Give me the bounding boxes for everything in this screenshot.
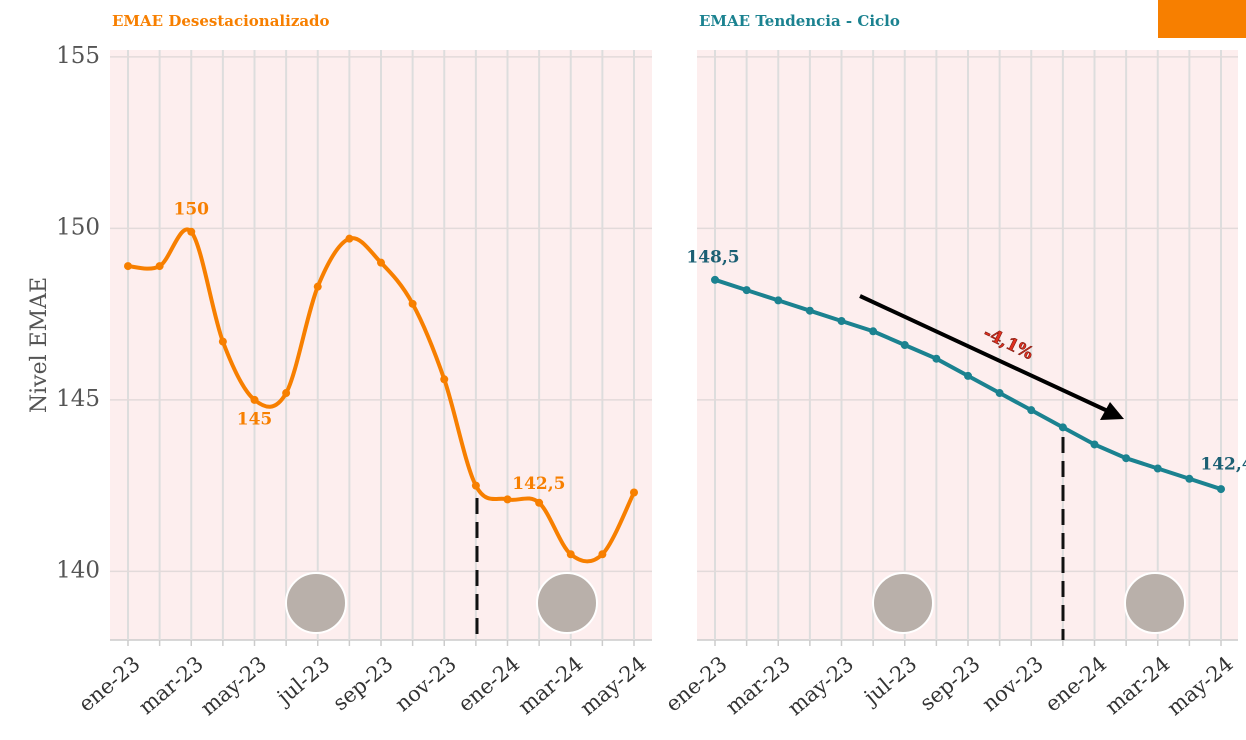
data-point	[711, 276, 719, 284]
x-tick-label: nov-23	[978, 652, 1048, 717]
x-tick-label: mar-23	[134, 652, 208, 719]
data-point	[806, 307, 814, 315]
x-tick-label: ene-24	[1041, 652, 1112, 717]
data-point	[598, 550, 606, 558]
data-point	[964, 372, 972, 380]
x-tick-label: mar-23	[721, 652, 795, 719]
x-tick-label: ene-23	[661, 652, 732, 717]
data-point	[504, 495, 512, 503]
value-label: 150	[174, 199, 210, 219]
data-point	[535, 499, 543, 507]
data-point	[409, 300, 417, 308]
data-point	[377, 259, 385, 267]
chart: EMAE Desestacionalizado 140 145 150 155 Nivel…	[0, 0, 1246, 736]
x-tick-label: mar-24	[514, 652, 588, 719]
y-tick-label: 145	[56, 386, 100, 412]
data-point	[901, 341, 909, 349]
value-label: 142,4	[1200, 455, 1246, 475]
value-label: 148,5	[686, 247, 739, 267]
data-point	[1027, 406, 1035, 414]
x-tick-label: may-23	[783, 652, 858, 721]
data-point	[869, 327, 877, 335]
x-tick-label: may-23	[196, 652, 271, 721]
x-tick-label: mar-24	[1101, 652, 1175, 719]
x-tick-label: may-24	[1162, 652, 1237, 721]
data-point	[219, 338, 227, 346]
panel-title: EMAE Desestacionalizado	[112, 12, 330, 30]
data-point	[630, 489, 638, 497]
data-point	[567, 550, 575, 558]
y-axis-label: Nivel EMAE	[27, 277, 52, 413]
y-tick-label: 150	[56, 214, 100, 240]
data-point	[345, 235, 353, 243]
x-tick-label: nov-23	[391, 652, 461, 717]
data-point	[743, 286, 751, 294]
panel: EMAE Tendencia - Ciclo ene-23mar-23may-23…	[661, 12, 1246, 720]
data-point	[996, 389, 1004, 397]
data-point	[156, 262, 164, 270]
data-point	[314, 283, 322, 291]
x-tick-label: jul-23	[857, 652, 921, 711]
panel-title: EMAE Tendencia - Ciclo	[699, 12, 900, 30]
data-point	[774, 296, 782, 304]
panel: EMAE Desestacionalizado 140 145 150 155 Nivel…	[27, 12, 652, 720]
data-point	[251, 396, 259, 404]
x-tick-label: ene-24	[454, 652, 525, 717]
data-point	[282, 389, 290, 397]
x-tick-label: sep-23	[328, 652, 397, 716]
data-point	[1217, 485, 1225, 493]
portrait	[537, 573, 597, 633]
value-label: 145	[237, 409, 273, 429]
data-point	[1059, 423, 1067, 431]
y-tick-label: 155	[56, 43, 100, 69]
value-label: 142,5	[512, 474, 565, 494]
data-point	[1091, 440, 1099, 448]
data-point	[932, 355, 940, 363]
data-point	[1154, 464, 1162, 472]
data-point	[838, 317, 846, 325]
x-tick-label: ene-23	[74, 652, 145, 717]
data-point	[440, 375, 448, 383]
portrait	[286, 573, 346, 633]
x-tick-label: may-24	[575, 652, 650, 721]
data-point	[124, 262, 132, 270]
data-point	[1185, 475, 1193, 483]
data-point	[187, 228, 195, 236]
x-tick-label: jul-23	[270, 652, 334, 711]
y-tick-label: 140	[56, 557, 100, 583]
data-point	[472, 482, 480, 490]
x-tick-label: sep-23	[915, 652, 984, 716]
data-point	[1122, 454, 1130, 462]
plots: EMAE Desestacionalizado 140 145 150 155 Nivel…	[27, 12, 1246, 720]
portrait	[873, 573, 933, 633]
corner-badge	[1158, 0, 1246, 38]
portrait	[1125, 573, 1185, 633]
